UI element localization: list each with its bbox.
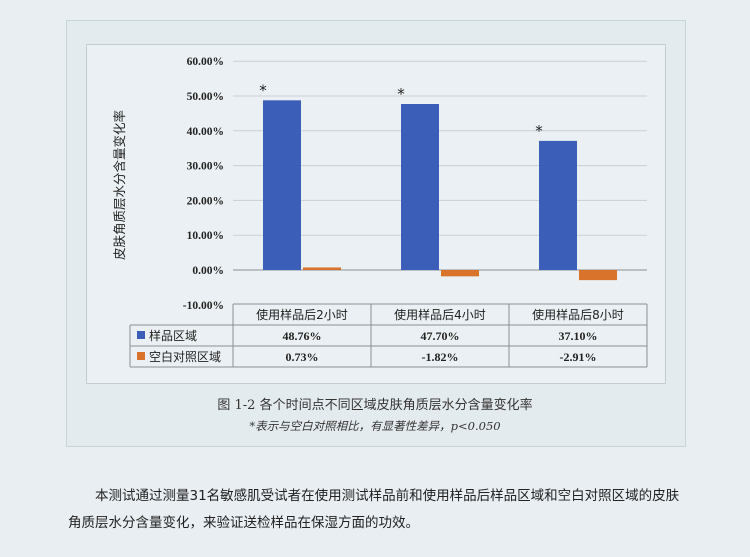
bar-control	[579, 270, 617, 281]
y-tick-label: -10.00%	[183, 300, 224, 312]
y-tick-label: 60.00%	[187, 56, 224, 68]
bar-sample	[401, 104, 439, 270]
y-tick-label: 30.00%	[187, 161, 224, 173]
bar-sample	[263, 100, 301, 270]
body-paragraph: 本测试通过测量31名敏感肌受试者在使用测试样品前和使用样品后样品区域和空白对照区…	[68, 488, 680, 531]
bar-sample	[539, 140, 577, 270]
data-table-cell: -1.82%	[422, 350, 459, 364]
y-tick-label: 20.00%	[187, 195, 224, 207]
significance-marker: *	[535, 122, 543, 140]
x-tick-label: 使用样品后8小时	[532, 307, 624, 322]
data-table-cell: 0.73%	[286, 350, 319, 364]
y-tick-label: 0.00%	[192, 265, 224, 277]
legend-swatch	[137, 352, 145, 360]
legend-swatch	[137, 331, 145, 339]
x-tick-label: 使用样品后2小时	[256, 307, 348, 322]
data-table-cell: -2.91%	[560, 350, 597, 364]
legend-label: 空白对照区域	[149, 349, 221, 364]
data-table-cell: 48.76%	[283, 329, 322, 343]
significance-marker: *	[397, 85, 405, 103]
y-tick-label: 50.00%	[187, 91, 224, 103]
y-tick-label: 10.00%	[187, 230, 224, 242]
significance-marker: *	[259, 81, 267, 99]
y-tick-label: 40.00%	[187, 126, 224, 138]
bar-control	[441, 270, 479, 277]
bar-control	[303, 267, 341, 270]
data-table-cell: 37.10%	[559, 329, 598, 343]
figure-caption: 图 1-2 各个时间点不同区域皮肤角质层水分含量变化率	[217, 398, 533, 413]
x-tick-label: 使用样品后4小时	[394, 307, 486, 322]
y-axis-label: 皮肤角质层水分含量变化率	[112, 110, 127, 260]
legend-label: 样品区域	[149, 328, 197, 343]
data-table-cell: 47.70%	[421, 329, 460, 343]
significance-note: *表示与空白对照相比，有显著性差异，p<0.050	[249, 419, 501, 433]
